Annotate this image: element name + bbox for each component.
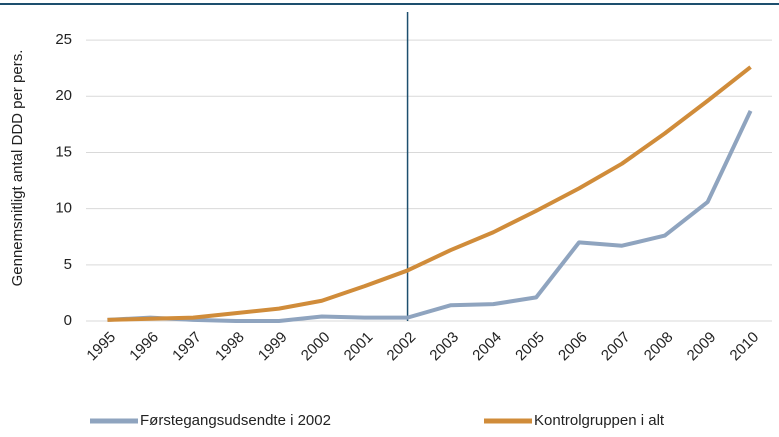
legend-label: Kontrolgruppen i alt [534,412,665,429]
x-tick-label: 2009 [684,329,720,365]
x-tick-label: 2001 [341,329,377,365]
x-tick-label: 1998 [212,329,248,365]
y-tick-label: 5 [64,256,72,273]
x-tick-label: 1997 [169,329,205,365]
x-tick-label: 2003 [426,329,462,365]
x-tick-label: 2006 [555,329,591,365]
x-tick-label: 2005 [512,329,548,365]
legend-label: Førstegangsudsendte i 2002 [140,412,331,429]
x-tick-label: 2007 [598,329,634,365]
series-line [107,110,753,323]
x-tick-label: 2002 [384,329,420,365]
x-tick-label: 1995 [83,329,119,365]
series-line [107,65,752,322]
x-tick-label: 2010 [727,329,763,365]
x-tick-label: 1999 [255,329,291,365]
y-tick-label: 25 [55,31,72,48]
x-tick-label: 2000 [298,329,334,365]
x-tick-label: 2004 [469,329,505,365]
y-tick-label: 15 [55,143,72,160]
y-axis-label: Gennemsnitligt antal DDD per pers. [9,50,26,287]
y-tick-label: 10 [55,200,72,217]
x-tick-label: 2008 [641,329,677,365]
y-tick-label: 0 [64,312,72,329]
y-tick-label: 20 [55,87,72,104]
x-tick-label: 1996 [126,329,162,365]
